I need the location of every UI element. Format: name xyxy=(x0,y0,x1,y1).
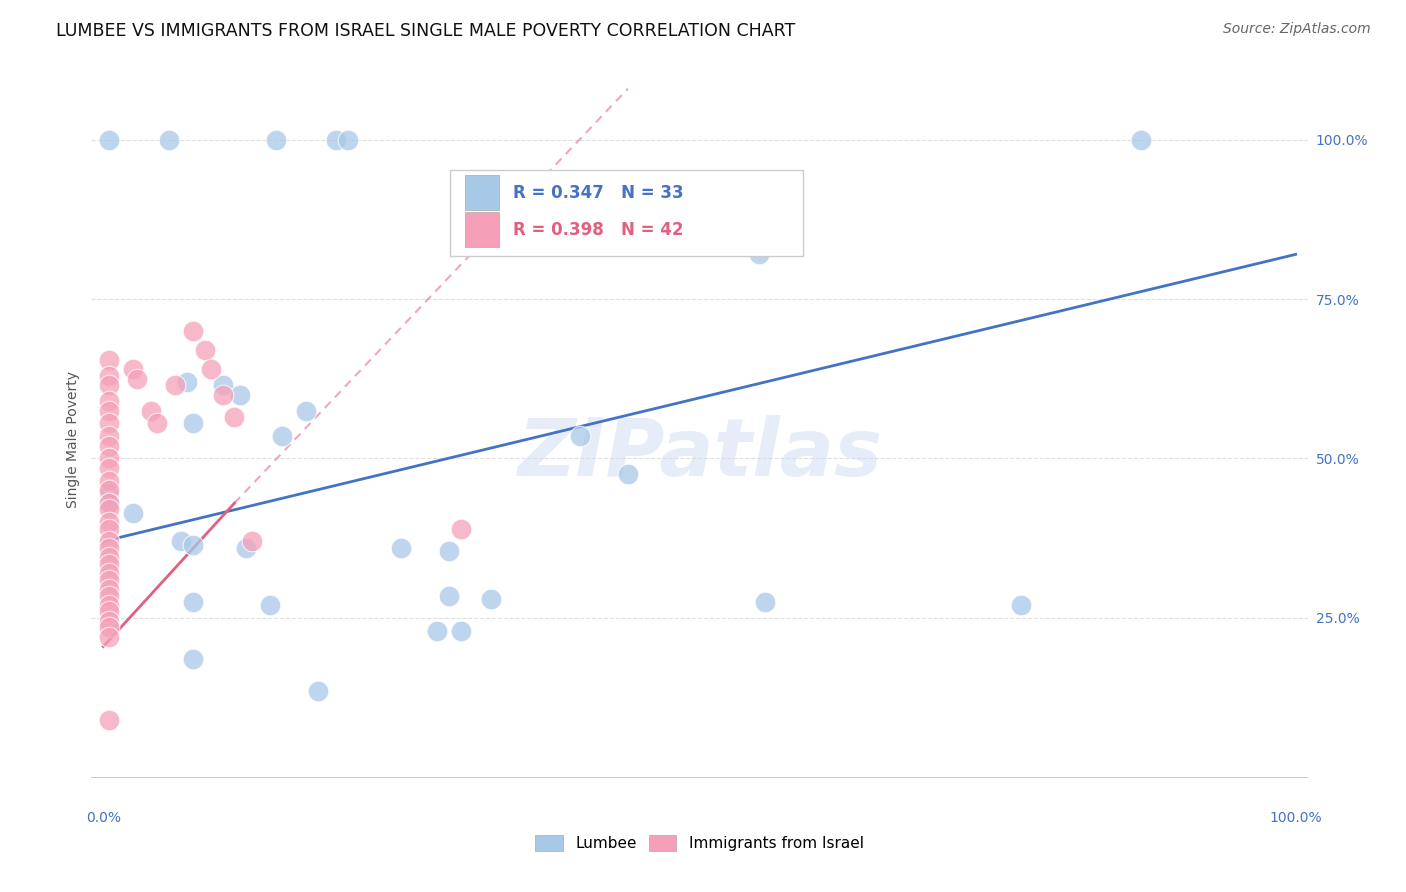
Point xyxy=(98,534,121,549)
Point xyxy=(98,451,121,466)
Point xyxy=(295,403,318,417)
FancyBboxPatch shape xyxy=(465,176,499,211)
Point xyxy=(157,132,180,146)
Point xyxy=(98,541,121,555)
Point xyxy=(98,713,121,727)
Point xyxy=(98,573,121,587)
Point xyxy=(569,429,592,443)
Point xyxy=(1010,598,1032,612)
Point xyxy=(229,387,252,401)
Text: R = 0.347   N = 33: R = 0.347 N = 33 xyxy=(513,184,685,202)
Point xyxy=(181,537,204,551)
Point xyxy=(325,132,347,146)
Point xyxy=(98,483,121,498)
Point xyxy=(437,589,460,603)
Point xyxy=(336,132,359,146)
Point xyxy=(98,352,121,367)
Point xyxy=(98,461,121,475)
Text: ZIPatlas: ZIPatlas xyxy=(517,415,882,493)
Point xyxy=(211,387,233,401)
Point xyxy=(450,522,472,536)
Legend: Lumbee, Immigrants from Israel: Lumbee, Immigrants from Israel xyxy=(529,829,870,857)
Point xyxy=(98,598,121,612)
Point xyxy=(181,417,204,431)
Point xyxy=(98,550,121,565)
Point xyxy=(146,417,169,431)
Point xyxy=(98,557,121,571)
Text: Source: ZipAtlas.com: Source: ZipAtlas.com xyxy=(1223,22,1371,37)
Point xyxy=(181,324,204,338)
Point xyxy=(98,620,121,634)
Point xyxy=(98,605,121,619)
Point xyxy=(181,595,204,609)
Point xyxy=(122,362,145,376)
Point xyxy=(98,582,121,597)
Point xyxy=(98,589,121,603)
Point xyxy=(181,652,204,666)
Point xyxy=(125,372,148,386)
Point xyxy=(139,403,162,417)
Point xyxy=(98,429,121,443)
Point xyxy=(200,362,222,376)
Point xyxy=(389,541,412,555)
Point xyxy=(98,474,121,488)
Point xyxy=(98,496,121,510)
Point xyxy=(122,506,145,520)
Point xyxy=(98,566,121,581)
Point xyxy=(98,417,121,431)
Point xyxy=(259,598,281,612)
Point xyxy=(194,343,217,357)
Point xyxy=(98,403,121,417)
Point xyxy=(98,486,121,500)
Text: R = 0.398   N = 42: R = 0.398 N = 42 xyxy=(513,221,683,239)
Point xyxy=(437,544,460,558)
Point xyxy=(98,496,121,510)
Point xyxy=(271,429,294,443)
Point xyxy=(754,595,776,609)
Text: LUMBEE VS IMMIGRANTS FROM ISRAEL SINGLE MALE POVERTY CORRELATION CHART: LUMBEE VS IMMIGRANTS FROM ISRAEL SINGLE … xyxy=(56,22,796,40)
Point xyxy=(98,378,121,392)
Point xyxy=(617,467,640,482)
FancyBboxPatch shape xyxy=(465,212,499,247)
Point xyxy=(240,534,263,549)
Point xyxy=(98,439,121,453)
Point xyxy=(307,684,329,698)
Point xyxy=(176,375,198,389)
Point xyxy=(98,368,121,383)
Point xyxy=(98,132,121,146)
Point xyxy=(224,409,246,424)
Point xyxy=(170,534,193,549)
Y-axis label: Single Male Poverty: Single Male Poverty xyxy=(66,371,80,508)
Point xyxy=(98,630,121,644)
Point xyxy=(98,515,121,529)
Point xyxy=(98,502,121,516)
FancyBboxPatch shape xyxy=(450,170,803,256)
Point xyxy=(98,394,121,409)
Point xyxy=(479,591,502,606)
Point xyxy=(748,247,770,261)
Point xyxy=(264,132,287,146)
Point xyxy=(211,378,233,392)
Point xyxy=(235,541,257,555)
Point xyxy=(98,522,121,536)
Point xyxy=(163,378,186,392)
Point xyxy=(98,614,121,628)
Point xyxy=(426,624,449,638)
Point xyxy=(450,624,472,638)
Point xyxy=(1129,132,1152,146)
